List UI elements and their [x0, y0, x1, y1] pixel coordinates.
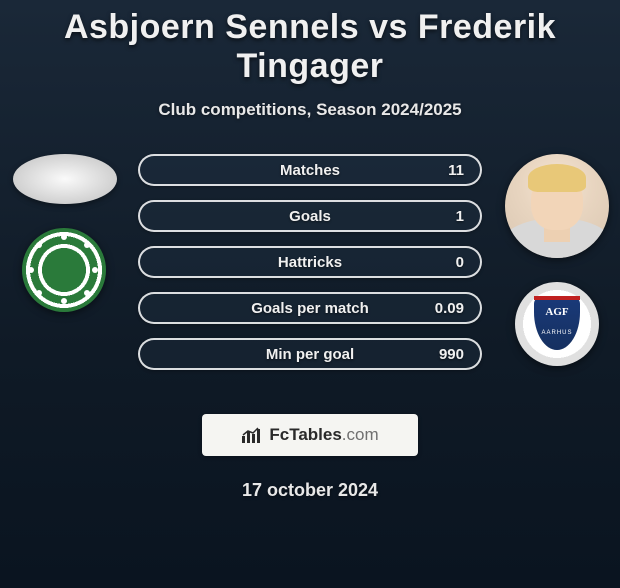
stat-right-value: 0 — [420, 254, 464, 271]
stat-right-value: 990 — [420, 346, 464, 363]
left-player-column — [10, 154, 120, 312]
bar-chart-icon — [241, 426, 263, 444]
stat-row-min-per-goal: Min per goal 990 — [138, 338, 482, 370]
stat-right-value: 0.09 — [420, 300, 464, 317]
stat-label: Goals per match — [200, 300, 420, 317]
right-club-badge: AGF AARHUS — [515, 282, 599, 366]
season-subtitle: Club competitions, Season 2024/2025 — [0, 100, 620, 120]
right-player-avatar — [505, 154, 609, 258]
brand-text: FcTables.com — [269, 425, 378, 445]
stat-right-value: 11 — [420, 162, 464, 179]
left-player-avatar — [13, 154, 117, 204]
stat-row-goals: Goals 1 — [138, 200, 482, 232]
stat-row-matches: Matches 11 — [138, 154, 482, 186]
snapshot-date: 17 october 2024 — [0, 480, 620, 501]
comparison-content: AGF AARHUS Matches 11 Goals 1 Hattricks … — [0, 154, 620, 394]
brand-attribution[interactable]: FcTables.com — [202, 414, 418, 456]
stat-right-value: 1 — [420, 208, 464, 225]
stats-table: Matches 11 Goals 1 Hattricks 0 Goals per… — [138, 154, 482, 384]
right-player-column: AGF AARHUS — [502, 154, 612, 366]
stat-row-hattricks: Hattricks 0 — [138, 246, 482, 278]
stat-row-goals-per-match: Goals per match 0.09 — [138, 292, 482, 324]
stat-label: Goals — [200, 208, 420, 225]
left-club-badge — [22, 228, 106, 312]
stat-label: Matches — [200, 162, 420, 179]
page-title: Asbjoern Sennels vs Frederik Tingager — [0, 8, 620, 86]
stat-label: Hattricks — [200, 254, 420, 271]
stat-label: Min per goal — [200, 346, 420, 363]
